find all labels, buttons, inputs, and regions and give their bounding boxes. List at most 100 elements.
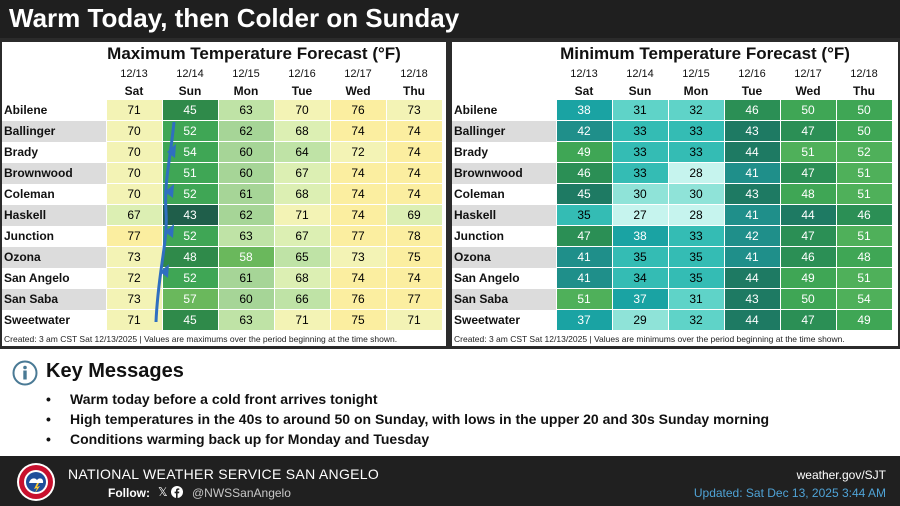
table-row: Abilene 38 31 32 46 50 50 (452, 99, 893, 121)
city-name: San Saba (2, 288, 106, 310)
day-header: Wed (795, 83, 821, 98)
temp-cell: 44 (723, 141, 781, 163)
x-icon[interactable]: 𝕏 (158, 485, 168, 499)
temp-cell: 63 (217, 99, 275, 121)
city-name: Haskell (452, 204, 556, 226)
temp-cell: 50 (835, 99, 893, 121)
temp-cell: 42 (723, 225, 781, 247)
social-icons: 𝕏 (158, 485, 184, 499)
min-table-footnote: Created: 3 am CST Sat 12/13/2025 | Value… (454, 334, 845, 344)
temp-cell: 45 (161, 309, 219, 331)
temp-cell: 31 (611, 99, 669, 121)
temp-cell: 76 (329, 99, 387, 121)
day-header: Tue (291, 83, 313, 98)
temp-cell: 64 (273, 141, 331, 163)
day-header: Sat (574, 83, 594, 98)
temp-cell: 52 (161, 120, 219, 142)
temp-cell: 70 (105, 120, 163, 142)
temp-cell: 47 (555, 225, 613, 247)
temp-cell: 68 (273, 183, 331, 205)
temp-cell: 52 (835, 141, 893, 163)
temp-cell: 41 (555, 246, 613, 268)
city-name: Ozona (452, 246, 556, 268)
temp-cell: 52 (161, 183, 219, 205)
temp-cell: 54 (835, 288, 893, 310)
city-name: Abilene (452, 99, 556, 121)
city-name: San Saba (452, 288, 556, 310)
table-row: Sweetwater 37 29 32 44 47 49 (452, 309, 893, 331)
temp-cell: 33 (611, 120, 669, 142)
temp-cell: 52 (161, 267, 219, 289)
temp-cell: 44 (723, 267, 781, 289)
website-link[interactable]: weather.gov/SJT (796, 468, 886, 482)
temp-cell: 71 (385, 309, 443, 331)
social-handle[interactable]: @NWSSanAngelo (192, 486, 291, 500)
temp-cell: 43 (723, 288, 781, 310)
temp-cell: 70 (273, 99, 331, 121)
temp-cell: 74 (385, 267, 443, 289)
table-row: Haskell 35 27 28 41 44 46 (452, 204, 893, 226)
city-name: Brownwood (2, 162, 106, 184)
temp-cell: 29 (611, 309, 669, 331)
temp-cell: 72 (329, 141, 387, 163)
table-row: Sweetwater 71 45 63 71 75 71 (2, 309, 443, 331)
temp-cell: 75 (385, 246, 443, 268)
temp-cell: 43 (723, 120, 781, 142)
temp-cell: 67 (273, 162, 331, 184)
temp-cell: 76 (329, 288, 387, 310)
table-row: Ballinger 70 52 62 68 74 74 (2, 120, 443, 142)
day-header: Mon (233, 83, 259, 98)
table-row: Junction 47 38 33 42 47 51 (452, 225, 893, 247)
city-name: Brownwood (452, 162, 556, 184)
temp-cell: 74 (385, 183, 443, 205)
temp-cell: 46 (723, 99, 781, 121)
temp-cell: 74 (329, 120, 387, 142)
temp-cell: 51 (161, 162, 219, 184)
temp-cell: 73 (105, 288, 163, 310)
temp-cell: 74 (329, 162, 387, 184)
temp-cell: 71 (273, 309, 331, 331)
max-table-footnote: Created: 3 am CST Sat 12/13/2025 | Value… (4, 334, 398, 344)
temp-cell: 60 (217, 288, 275, 310)
footer: NATIONAL WEATHER SERVICE SAN ANGELO Foll… (0, 456, 900, 506)
temp-cell: 77 (105, 225, 163, 247)
temp-cell: 42 (555, 120, 613, 142)
temp-cell: 71 (273, 204, 331, 226)
temp-cell: 35 (555, 204, 613, 226)
temp-cell: 45 (161, 99, 219, 121)
facebook-icon[interactable] (171, 486, 184, 498)
temp-cell: 43 (161, 204, 219, 226)
temp-cell: 47 (779, 162, 837, 184)
min-temp-table: 12/13 12/14 12/15 12/16 12/17 12/18 Sat Sun Mon T… (452, 66, 893, 331)
temp-cell: 27 (611, 204, 669, 226)
temp-cell: 74 (329, 267, 387, 289)
date-header: 12/16 (738, 68, 766, 80)
temp-cell: 61 (217, 183, 275, 205)
key-messages-section: Key Messages Warm today before a cold fr… (0, 349, 900, 456)
temp-cell: 61 (217, 267, 275, 289)
info-icon (12, 360, 38, 386)
temp-cell: 71 (105, 309, 163, 331)
city-name: Junction (452, 225, 556, 247)
min-table-title: Minimum Temperature Forecast (°F) (560, 44, 850, 63)
temp-cell: 65 (273, 246, 331, 268)
day-header: Thu (403, 83, 425, 98)
date-header: 12/13 (570, 68, 598, 80)
temp-cell: 45 (555, 183, 613, 205)
city-name: Coleman (452, 183, 556, 205)
date-header: 12/17 (794, 68, 822, 80)
table-row: San Saba 73 57 60 66 76 77 (2, 288, 443, 310)
temp-cell: 54 (161, 141, 219, 163)
table-row: Junction 77 52 63 67 77 78 (2, 225, 443, 247)
key-messages-list: Warm today before a cold front arrives t… (46, 389, 769, 449)
temp-cell: 67 (105, 204, 163, 226)
table-row: Ozona 73 48 58 65 73 75 (2, 246, 443, 268)
key-message-item: High temperatures in the 40s to around 5… (46, 409, 769, 429)
temp-cell: 30 (611, 183, 669, 205)
temp-cell: 68 (273, 267, 331, 289)
temp-cell: 63 (217, 225, 275, 247)
temp-cell: 62 (217, 204, 275, 226)
table-row: Coleman 45 30 30 43 48 51 (452, 183, 893, 205)
temp-cell: 33 (611, 162, 669, 184)
key-messages-heading: Key Messages (46, 360, 184, 382)
